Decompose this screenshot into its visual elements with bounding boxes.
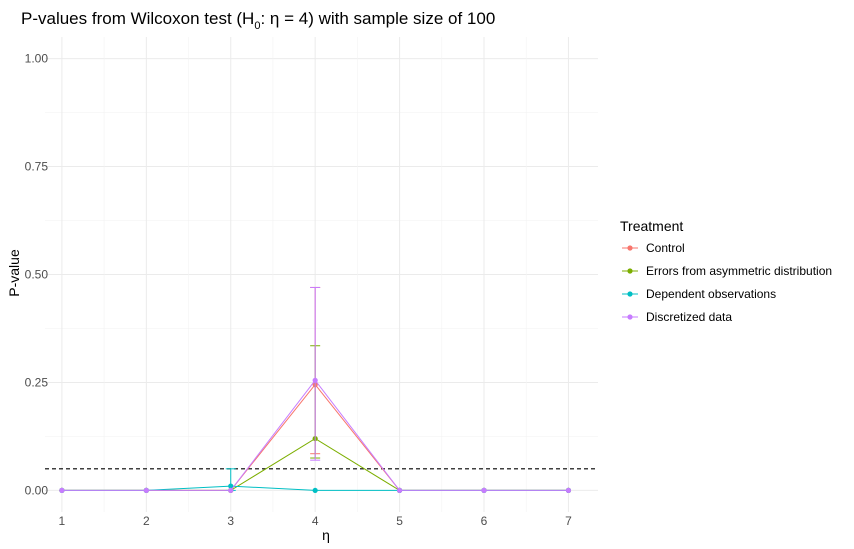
data-point (312, 487, 318, 494)
y-axis-title: P-value (6, 249, 22, 297)
legend: Treatment Control Errors from asymmetric … (620, 218, 832, 324)
grid (45, 37, 598, 512)
legend-label: Discretized data (646, 310, 732, 324)
legend-key-point (627, 314, 633, 320)
legend-key-point (627, 268, 633, 274)
chart-title: P-values from Wilcoxon test (H0: η = 4) … (21, 9, 495, 32)
y-tick-label: 0.50 (25, 268, 49, 282)
y-tick-label: 1.00 (25, 52, 49, 66)
legend-item: Errors from asymmetric distribution (622, 264, 832, 278)
data-point (59, 487, 65, 494)
legend-key-point (627, 245, 633, 251)
data-point (143, 487, 149, 494)
y-tick-label: 0.00 (25, 483, 49, 497)
y-tick-label: 0.75 (25, 160, 49, 174)
x-tick-label: 2 (143, 514, 150, 528)
data-point (396, 487, 403, 494)
data-point (228, 487, 234, 494)
series-group (59, 286, 572, 494)
legend-item: Dependent observations (622, 287, 776, 301)
data-point (481, 487, 487, 494)
y-tick-label: 0.25 (25, 375, 49, 389)
x-tick-labels: 1 2 3 4 5 6 7 (59, 514, 573, 528)
x-tick-label: 3 (227, 514, 234, 528)
y-tick-labels: 0.00 0.25 0.50 0.75 1.00 (25, 52, 49, 498)
legend-title: Treatment (620, 218, 683, 234)
x-tick-label: 4 (312, 514, 319, 528)
data-point (565, 487, 572, 494)
data-point (228, 483, 234, 489)
legend-key-point (627, 291, 633, 297)
x-axis-title: η (322, 527, 330, 543)
data-point (312, 377, 318, 383)
legend-label: Dependent observations (646, 287, 776, 301)
x-tick-label: 1 (59, 514, 66, 528)
x-tick-label: 5 (396, 514, 403, 528)
legend-label: Errors from asymmetric distribution (646, 264, 832, 278)
legend-item: Discretized data (622, 310, 732, 324)
x-tick-label: 6 (481, 514, 488, 528)
series-4 (59, 286, 572, 494)
legend-label: Control (646, 241, 685, 255)
x-tick-label: 7 (565, 514, 572, 528)
legend-item: Control (622, 241, 685, 255)
